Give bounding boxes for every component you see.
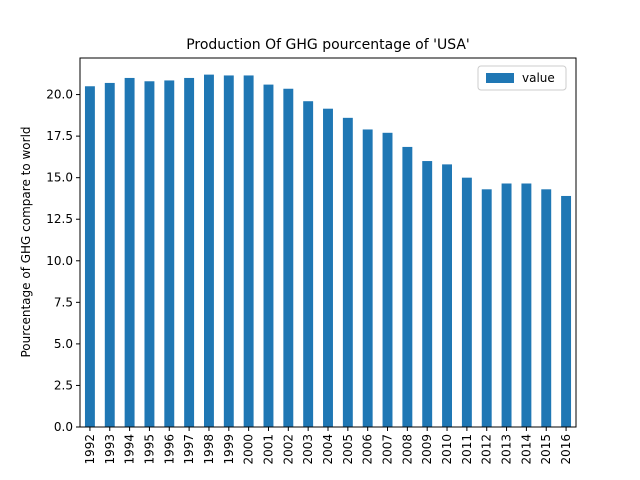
x-tick-label: 1999 <box>222 434 236 465</box>
bar <box>303 101 314 427</box>
bar <box>342 117 353 428</box>
bar <box>243 75 254 428</box>
x-tick-label: 1996 <box>162 434 176 465</box>
bar <box>144 81 155 428</box>
plot-frame <box>79 57 577 428</box>
x-tick-label: 2010 <box>440 434 454 465</box>
y-axis-label: Pourcentage of GHG compare to world <box>19 126 33 357</box>
x-tick-label: 2015 <box>539 434 553 465</box>
x-tick-label: 2011 <box>460 434 474 465</box>
bar <box>541 189 552 427</box>
x-tick-label: 2008 <box>400 434 414 465</box>
x-tick-label: 1993 <box>103 434 117 465</box>
bar <box>283 88 294 427</box>
legend-box <box>477 65 567 91</box>
x-tick-label: 2006 <box>361 434 375 465</box>
bar <box>402 146 413 428</box>
bar <box>263 84 274 427</box>
y-tick-label: 0.0 <box>54 420 73 434</box>
x-tick-label: 2003 <box>301 434 315 465</box>
x-tick-label: 2012 <box>480 434 494 465</box>
x-tick-label: 2014 <box>519 434 533 465</box>
legend-swatch <box>486 73 514 83</box>
bar <box>104 82 115 427</box>
bar <box>501 183 512 427</box>
bar <box>204 74 214 428</box>
x-tick-label: 2013 <box>500 434 514 465</box>
x-tick-label: 2009 <box>420 434 434 465</box>
x-tick-label: 2004 <box>321 434 335 465</box>
x-tick-label: 1995 <box>142 434 156 465</box>
x-tick-label: 2000 <box>242 434 256 465</box>
bar <box>382 132 393 427</box>
y-tick-label: 17.5 <box>46 129 73 143</box>
bar <box>124 77 135 427</box>
x-tick-label: 1998 <box>202 434 216 465</box>
bar <box>561 195 572 427</box>
y-tick-label: 12.5 <box>46 212 73 226</box>
y-tick-label: 2.5 <box>54 378 73 392</box>
bar <box>84 86 95 427</box>
y-tick-label: 20.0 <box>46 88 73 102</box>
bar <box>164 80 175 428</box>
x-tick-label: 2007 <box>381 434 395 465</box>
bar <box>442 164 452 428</box>
x-tick-label: 2001 <box>261 434 275 465</box>
y-tick-label: 10.0 <box>46 254 73 268</box>
bar <box>521 183 532 427</box>
y-tick-label: 7.5 <box>54 295 73 309</box>
bar <box>461 177 472 427</box>
x-tick-label: 2005 <box>341 434 355 465</box>
legend-label: value <box>522 71 555 85</box>
bar <box>362 129 373 428</box>
y-tick-label: 15.0 <box>46 171 73 185</box>
x-tick-label: 1997 <box>182 434 196 465</box>
bar <box>223 75 234 428</box>
chart-title: Production Of GHG pourcentage of 'USA' <box>186 37 470 53</box>
bar <box>422 161 433 427</box>
bar <box>323 108 333 427</box>
x-tick-label: 2016 <box>559 434 573 465</box>
x-tick-label: 2002 <box>281 434 295 465</box>
y-tick-label: 5.0 <box>54 337 73 351</box>
bar <box>184 77 195 427</box>
bar <box>481 189 492 427</box>
x-tick-label: 1994 <box>123 434 137 465</box>
x-tick-label: 1992 <box>83 434 97 465</box>
